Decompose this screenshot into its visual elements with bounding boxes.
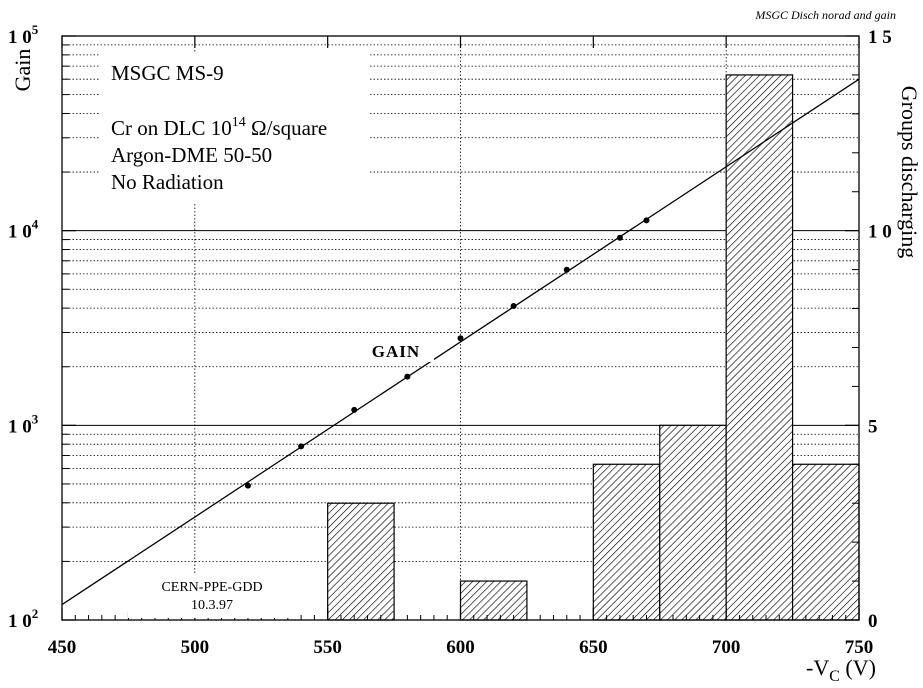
x-tick-label: 700	[712, 637, 741, 658]
histogram-bar	[791, 463, 860, 621]
y-right-tick-label: 5	[868, 416, 878, 437]
x-tick-label: 450	[48, 637, 77, 658]
y-right-tick-label: 0	[868, 611, 878, 632]
corner-title: MSGC Disch norad and gain	[754, 8, 896, 22]
y-left-tick-label: 1 03	[8, 411, 39, 437]
info-detector: MSGC MS-9	[111, 61, 224, 85]
credit-background	[128, 574, 296, 618]
credit-line2: 10.3.97	[191, 598, 233, 613]
histogram-bar	[327, 502, 395, 621]
x-axis-label: -VC (V)	[806, 655, 876, 685]
gain-point	[404, 373, 411, 380]
y-left-tick-label: 1 02	[8, 606, 38, 632]
gain-point	[351, 406, 358, 413]
x-tick-label: 750	[845, 637, 874, 658]
gain-point	[298, 443, 305, 450]
histogram-bar	[659, 424, 727, 621]
credit-line1: CERN-PPE-GDD	[161, 580, 262, 595]
histogram-bar	[592, 463, 661, 621]
y-right-label: Groups discharging	[897, 86, 922, 259]
gain-fit-segment	[61, 78, 860, 606]
histogram-bar	[459, 580, 528, 621]
gain-label: GAIN	[358, 338, 434, 362]
y-right-tick-label: 1 0	[868, 222, 892, 243]
gain-point	[457, 335, 464, 342]
y-left-label: Gain	[10, 49, 35, 92]
axes: 450 500 550 600 650 700 750 1 02 1 03 1 04 1 05 0 5 1…	[8, 22, 892, 658]
gain-label-text: GAIN	[372, 342, 420, 361]
info-box: MSGC MS-9 Cr on DLC 1014 Ω/square Argon-…	[100, 52, 370, 202]
info-radiation: No Radiation	[111, 170, 224, 194]
gain-point	[616, 234, 623, 241]
histogram-bars	[327, 74, 860, 621]
x-tick-label: 550	[313, 637, 342, 658]
gain-point	[244, 482, 251, 489]
info-coating: Cr on DLC 1014 Ω/square	[111, 115, 327, 140]
x-tick-label: 650	[579, 637, 608, 658]
gain-point	[643, 217, 650, 224]
gain-point	[510, 303, 517, 310]
y-left-tick-label: 1 05	[8, 22, 39, 48]
x-tick-label: 500	[181, 637, 210, 658]
x-tick-label: 600	[446, 637, 475, 658]
y-right-tick-label: 1 5	[868, 27, 892, 48]
info-gas: Argon-DME 50-50	[111, 143, 272, 167]
gain-label-background	[358, 338, 434, 362]
credit: CERN-PPE-GDD 10.3.97	[128, 574, 296, 618]
y-left-tick-label: 1 04	[8, 217, 39, 243]
gain-fit-line	[61, 78, 860, 606]
gain-points	[244, 217, 650, 489]
gain-point	[563, 266, 570, 273]
histogram-bar	[725, 74, 794, 621]
info-box-background	[100, 52, 370, 202]
